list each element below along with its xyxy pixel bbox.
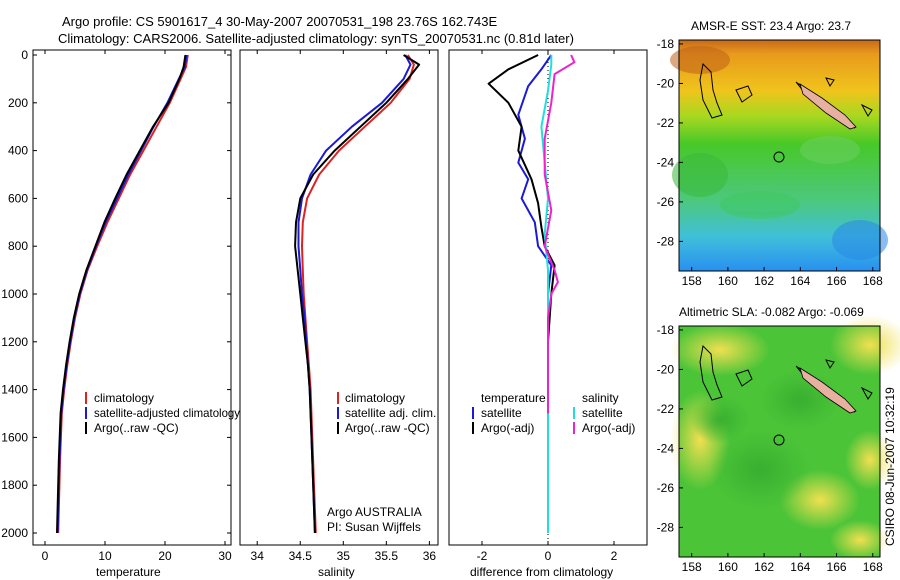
- depth-tick-label: 600: [8, 191, 28, 205]
- x-tick-label: 0: [545, 549, 552, 563]
- legend-label-satellite: satellite-adjusted climatology: [94, 406, 240, 420]
- lat-tick-label: -28: [657, 234, 675, 248]
- temperature-legend: climatology satellite-adjusted climatolo…: [85, 391, 240, 435]
- lat-tick-label: -26: [657, 481, 675, 495]
- footer-stamp: CSIRO 08-Jun-2007 10:32:19: [883, 387, 897, 546]
- difference-panel: -2 0 2 difference from climatology tempera…: [448, 49, 648, 579]
- sla-map: Altimetric SLA: -0.082 Argo: -0.069 158 1…: [657, 305, 900, 574]
- salinity-legend: climatology satellite adj. clim. Argo(..…: [337, 391, 436, 435]
- legend-label-sal-argo: Argo(-adj): [582, 421, 635, 435]
- series-line-argo: [56, 54, 187, 534]
- lat-tick-label: -24: [657, 155, 675, 169]
- header-line1: Argo profile: CS 5901617_4 30-May-2007 2…: [62, 14, 497, 29]
- temperature-frame: [32, 49, 232, 546]
- legend-label-temp-argo: Argo(-adj): [481, 421, 534, 435]
- x-tick-label: 34: [251, 549, 265, 563]
- salinity-frame: [239, 49, 439, 546]
- sst-map-frame: [678, 39, 881, 272]
- depth-tick-label: 800: [8, 239, 28, 253]
- difference-legend: temperature satellite Argo(-adj) salinit…: [472, 391, 635, 435]
- temperature-lines: [56, 54, 189, 534]
- x-tick-label: 10: [98, 549, 112, 563]
- depth-tick-label: 1000: [1, 287, 28, 301]
- legend-heading-salinity: salinity: [582, 391, 619, 405]
- argo-location-marker: [773, 434, 785, 446]
- lon-tick-label: 168: [863, 274, 883, 288]
- series-line-sal_satellite: [540, 55, 553, 533]
- temperature-xticks: 0 10 20 30: [42, 50, 232, 563]
- lon-tick-label: 160: [718, 560, 738, 574]
- legend-label-temp-satellite: satellite: [481, 406, 522, 420]
- sst-map-ticks: 158 160 162 164 166 168 -18 -20 -22 -24 -26 -28: [657, 37, 883, 288]
- sla-map-ticks: 158 160 162 164 166 168 -18 -20 -22 -24 -26 -28: [657, 323, 883, 574]
- lon-tick-label: 158: [682, 274, 702, 288]
- salinity-lines: [294, 54, 421, 534]
- legend-label-satellite: satellite adj. clim.: [345, 406, 436, 420]
- lon-tick-label: 166: [827, 274, 847, 288]
- x-tick-label: 36: [423, 549, 437, 563]
- lon-tick-label: 166: [827, 560, 847, 574]
- difference-lines: [487, 54, 576, 533]
- lon-tick-label: 168: [863, 560, 883, 574]
- x-tick-label: 2: [611, 549, 618, 563]
- argo-location-marker: [773, 151, 785, 163]
- header-line2: Climatology: CARS2006. Satellite-adjuste…: [58, 31, 574, 46]
- x-tick-label: 20: [158, 549, 172, 563]
- lat-tick-label: -28: [657, 520, 675, 534]
- depth-tick-label: 1800: [1, 478, 28, 492]
- lat-tick-label: -22: [657, 116, 675, 130]
- sst-map-title: AMSR-E SST: 23.4 Argo: 23.7: [691, 19, 851, 33]
- depth-tick-label: 400: [8, 144, 28, 158]
- temperature-xlabel: temperature: [96, 565, 161, 579]
- lon-tick-label: 160: [718, 274, 738, 288]
- lat-tick-label: -20: [657, 362, 675, 376]
- new-caledonia-island: [799, 83, 857, 130]
- new-caledonia-island: [799, 367, 857, 414]
- sla-map-frame: [678, 325, 881, 558]
- difference-xlabel: difference from climatology: [470, 565, 613, 579]
- sst-map: AMSR-E SST: 23.4 Argo: 23.7 158 160 162 164…: [657, 19, 888, 288]
- x-tick-label: -2: [477, 549, 488, 563]
- annotation-pi: PI: Susan Wijffels: [327, 520, 421, 534]
- depth-tick-label: 1600: [1, 430, 28, 444]
- legend-heading-temperature: temperature: [481, 391, 546, 405]
- lon-tick-label: 162: [754, 560, 774, 574]
- lon-tick-label: 158: [682, 560, 702, 574]
- lat-tick-label: -18: [657, 323, 675, 337]
- salinity-xticks: 34 34.5 35 35.5 36: [251, 50, 437, 563]
- depth-tick-label: 1200: [1, 335, 28, 349]
- legend-label-argo: Argo(..raw -QC): [94, 421, 179, 435]
- x-tick-label: 0: [42, 549, 49, 563]
- lat-tick-label: -18: [657, 37, 675, 51]
- legend-label-argo: Argo(..raw -QC): [345, 421, 430, 435]
- lon-tick-label: 162: [754, 274, 774, 288]
- legend-label-sal-satellite: satellite: [582, 406, 623, 420]
- salinity-xlabel: salinity: [318, 565, 355, 579]
- x-tick-label: 35.5: [375, 549, 399, 563]
- depth-tick-label: 200: [8, 96, 28, 110]
- depth-tick-label: 2000: [1, 526, 28, 540]
- lon-tick-label: 164: [790, 274, 810, 288]
- salinity-panel: 34 34.5 35 35.5 36 salinity climatology sate…: [239, 49, 439, 579]
- sla-map-title: Altimetric SLA: -0.082 Argo: -0.069: [679, 305, 864, 319]
- lat-tick-label: -20: [657, 76, 675, 90]
- lat-tick-label: -26: [657, 195, 675, 209]
- x-tick-label: 30: [218, 549, 232, 563]
- x-tick-label: 35: [337, 549, 351, 563]
- lat-tick-label: -22: [657, 402, 675, 416]
- lon-tick-label: 164: [790, 560, 810, 574]
- annotation-institution: Argo AUSTRALIA: [327, 505, 422, 519]
- legend-label-climatology: climatology: [345, 391, 405, 405]
- lat-tick-label: -24: [657, 441, 675, 455]
- sst-field-texture: [670, 46, 888, 260]
- series-line-argo: [294, 54, 421, 534]
- series-line-sal_argo: [543, 54, 576, 414]
- depth-tick-label: 0: [21, 48, 28, 62]
- difference-xticks: -2 0 2: [477, 50, 618, 563]
- depth-tick-label: 1400: [1, 383, 28, 397]
- legend-label-climatology: climatology: [94, 391, 154, 405]
- x-tick-label: 34.5: [289, 549, 313, 563]
